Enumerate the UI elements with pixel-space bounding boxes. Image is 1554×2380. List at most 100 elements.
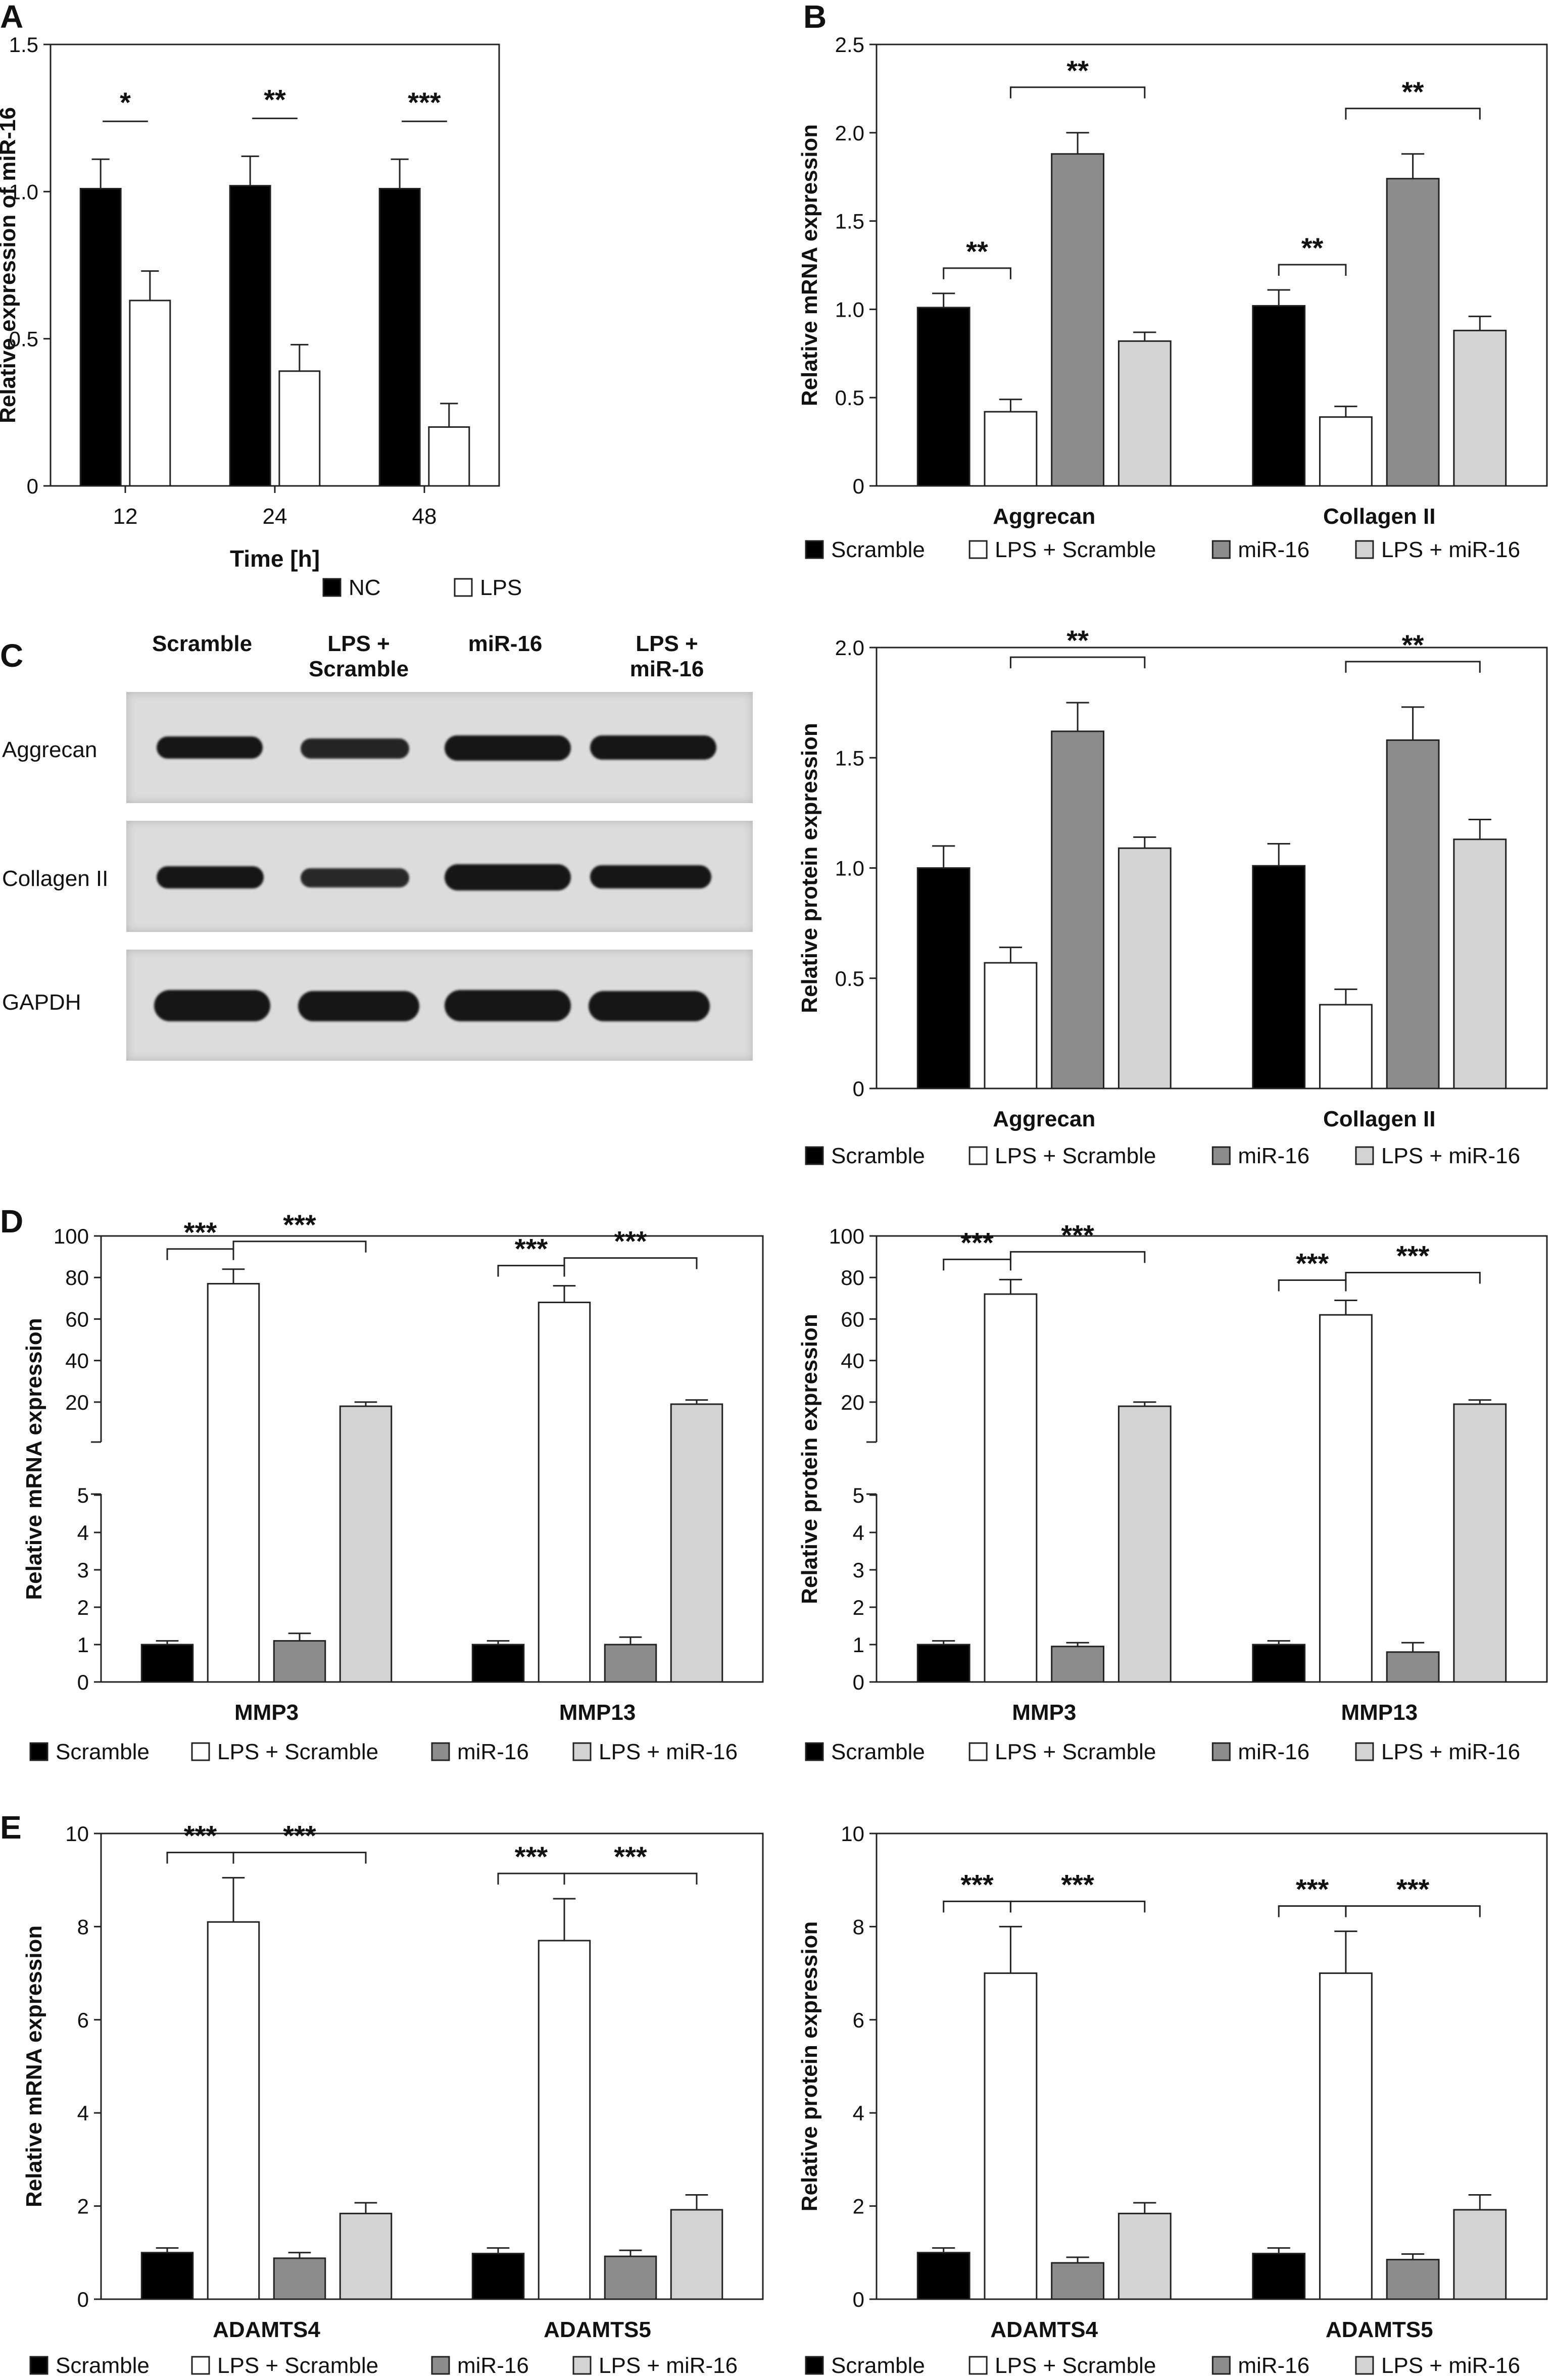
y-axis-label: Relative expression of miR-16 [0,107,20,423]
y-tick-label: 1.0 [835,298,864,321]
band [298,991,419,1021]
legend-swatch [431,1742,450,1761]
legend-label: LPS + miR-16 [599,2353,738,2378]
bar [471,1644,525,1683]
significance-label: *** [1396,1239,1430,1271]
x-tick-label: MMP3 [1012,1700,1076,1725]
y-tick-label: 20 [65,1391,89,1414]
y-tick-label: 60 [841,1307,864,1331]
y-axis-label: Relative protein expression [797,1921,822,2212]
legend-label: Scramble [831,2353,925,2378]
significance-label: *** [960,1226,994,1258]
legend-swatch [805,2356,824,2375]
significance-bracket [1009,1251,1146,1263]
blot-aggrecan [126,692,753,803]
panel-letter: B [803,0,827,35]
bar [471,2253,525,2300]
significance-bracket [166,1852,234,1864]
significance-label: *** [614,1841,647,1872]
y-tick-label: 0 [27,474,38,498]
legend-swatch [968,540,988,559]
legend-swatch [431,2356,450,2375]
significance-bracket [563,1872,698,1885]
y-tick-label: 4 [77,1521,89,1545]
bar [207,1921,260,2300]
legend-swatch [805,1742,824,1761]
significance-label: ** [1402,76,1424,108]
legend-label: miR-16 [1238,1144,1309,1168]
legend-label: Scramble [56,1740,150,1764]
y-tick-label: 100 [829,1224,864,1248]
significance-bracket [1009,656,1146,669]
legend-label: LPS + Scramble [217,2353,378,2378]
x-tick-label: ADAMTS5 [544,2317,651,2342]
significance-label: *** [1296,1247,1329,1279]
x-tick-label: ADAMTS5 [1326,2317,1433,2342]
y-tick-label: 2 [853,1596,864,1619]
blot-gapdh [126,950,753,1061]
y-axis-label: Relative mRNA expression [22,1318,46,1600]
bar [984,411,1038,487]
significance-label: ** [1402,629,1424,661]
legend-swatch [29,2356,48,2375]
band [301,868,409,887]
legend-swatch [1211,540,1231,559]
bar [984,1972,1038,2300]
legend-swatch [1211,1742,1231,1761]
y-tick-label: 0 [853,1670,864,1694]
significance-bracket [232,1852,367,1864]
significance-label: *** [960,1868,994,1900]
significance-label: ** [1066,624,1089,656]
significance-bracket [943,1900,1011,1913]
significance-bracket [1278,1905,1347,1917]
significance-label: *** [184,1820,217,1852]
legend-swatch [1211,2356,1231,2375]
legend-swatch [1211,1146,1231,1165]
bar [670,2209,723,2300]
bar [339,1405,393,1683]
axis-break-mask [86,1442,106,1494]
y-tick-label: 0 [853,474,864,498]
axis-break-band [879,1442,1545,1494]
y-tick-label: 2 [77,1596,89,1619]
legend-label: miR-16 [1238,537,1309,562]
significance-label: *** [283,1209,316,1241]
legend-label: LPS + Scramble [217,1740,378,1764]
wb-lane-label-scramble: Scramble [152,631,253,656]
bar [1252,305,1306,487]
y-tick-label: 2 [853,2195,864,2218]
bar [1252,2253,1306,2300]
legend-label: LPS + miR-16 [1381,2353,1520,2378]
x-tick-label: 48 [412,504,437,529]
bar [604,1644,657,1683]
bar [1118,2212,1172,2300]
bar [428,426,470,487]
y-tick-label: 0.5 [9,327,38,351]
bar [1051,153,1105,487]
significance-bracket [563,1257,698,1269]
band [590,735,716,760]
y-tick-label: 2.5 [835,33,864,57]
bar [140,1644,194,1683]
y-tick-label: 40 [841,1349,864,1373]
bar [1051,730,1105,1089]
x-tick-label: MMP3 [234,1700,299,1725]
significance-label: ** [1301,232,1324,264]
y-tick-label: 4 [853,2101,864,2125]
legend-label: miR-16 [1238,2353,1309,2378]
y-tick-label: 8 [853,1915,864,1939]
significance-bracket [1009,1900,1146,1913]
y-axis-label: Relative mRNA expression [797,124,822,406]
axis-break-mask [861,1442,882,1494]
band [445,990,571,1021]
band [590,865,711,888]
legend-label: Scramble [831,1740,925,1764]
y-tick-label: 3 [77,1558,89,1582]
bar [538,1302,591,1683]
bar [1252,1644,1306,1683]
legend-label: LPS + Scramble [995,537,1156,562]
legend-label: LPS + miR-16 [1381,1740,1520,1764]
bar [339,2212,393,2300]
bar [1051,1646,1105,1683]
